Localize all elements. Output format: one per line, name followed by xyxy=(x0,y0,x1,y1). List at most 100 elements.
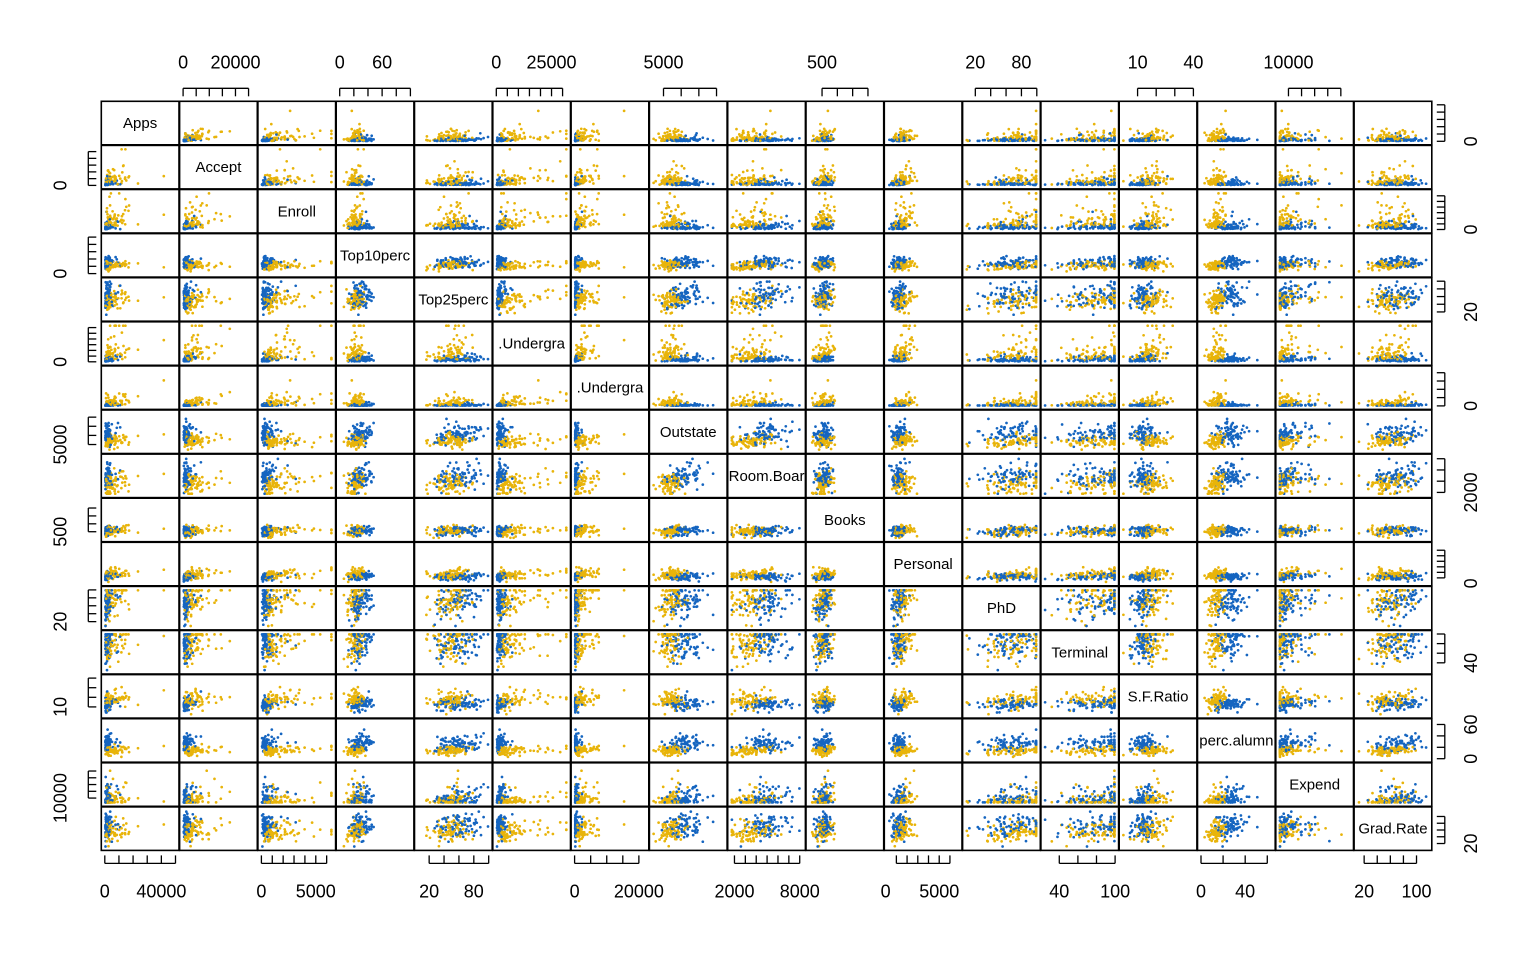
data-point xyxy=(1130,645,1134,649)
data-point xyxy=(814,787,817,791)
data-point xyxy=(558,695,562,699)
data-point xyxy=(814,425,817,428)
data-point xyxy=(228,481,232,485)
data-point xyxy=(475,355,479,359)
data-point xyxy=(1155,159,1159,163)
data-point xyxy=(1132,219,1136,222)
data-point xyxy=(464,838,467,841)
data-point xyxy=(368,425,371,428)
data-point xyxy=(777,282,781,286)
data-point xyxy=(558,159,562,163)
data-point xyxy=(118,306,122,310)
data-point xyxy=(558,570,562,573)
data-point xyxy=(1154,469,1158,473)
data-point xyxy=(1304,606,1307,610)
data-point xyxy=(779,748,783,752)
data-point xyxy=(1130,297,1134,301)
data-point xyxy=(674,612,678,616)
data-point xyxy=(190,662,194,666)
data-point xyxy=(1238,700,1242,703)
data-point xyxy=(1366,267,1370,270)
data-point xyxy=(364,754,367,758)
data-point xyxy=(1208,662,1212,666)
data-point xyxy=(468,436,472,440)
data-point xyxy=(500,662,503,666)
data-point xyxy=(1000,298,1003,302)
data-point xyxy=(475,479,479,483)
data-point xyxy=(1229,707,1233,710)
data-point xyxy=(1292,830,1295,834)
data-point xyxy=(1097,293,1101,297)
data-point xyxy=(1278,466,1282,470)
data-point xyxy=(777,743,781,746)
data-point xyxy=(817,816,821,819)
data-point xyxy=(1403,159,1407,163)
data-point xyxy=(578,206,582,210)
data-point xyxy=(558,129,562,133)
data-point xyxy=(228,297,232,301)
data-point xyxy=(821,164,825,168)
data-point xyxy=(1149,635,1152,639)
data-point xyxy=(779,816,783,819)
data-point xyxy=(1407,705,1410,709)
data-point xyxy=(1017,294,1020,298)
data-point xyxy=(470,591,474,595)
data-point xyxy=(1013,708,1017,711)
data-point xyxy=(443,426,446,430)
data-point xyxy=(731,295,735,299)
points-layer xyxy=(104,109,1428,848)
data-point xyxy=(1309,468,1313,471)
data-point xyxy=(277,707,280,711)
data-point xyxy=(1282,580,1286,584)
data-point xyxy=(283,356,287,359)
data-point xyxy=(1304,828,1307,831)
data-point xyxy=(1025,469,1028,473)
data-point xyxy=(1154,164,1158,168)
data-point xyxy=(762,288,766,292)
data-point xyxy=(121,433,125,437)
data-point xyxy=(1027,292,1031,295)
data-point xyxy=(275,475,279,478)
data-point xyxy=(1025,737,1028,741)
data-point xyxy=(1304,425,1307,428)
data-point xyxy=(1084,535,1087,538)
data-point xyxy=(558,750,562,754)
data-point xyxy=(364,492,367,496)
data-point xyxy=(1028,827,1032,831)
data-point xyxy=(558,790,562,794)
data-point xyxy=(451,534,455,538)
data-point xyxy=(1388,708,1392,711)
data-point xyxy=(460,216,464,220)
data-point xyxy=(756,816,759,820)
data-point xyxy=(346,580,350,584)
data-point xyxy=(976,701,980,704)
data-point xyxy=(558,215,562,218)
data-point xyxy=(105,206,109,210)
data-point xyxy=(1238,469,1242,473)
data-point xyxy=(996,641,1000,644)
data-point xyxy=(1229,484,1233,488)
data-point xyxy=(285,159,289,163)
data-point xyxy=(907,159,911,163)
data-point xyxy=(905,754,908,758)
data-point xyxy=(595,164,599,168)
data-point xyxy=(1137,612,1141,616)
data-point xyxy=(228,265,232,269)
data-point xyxy=(976,292,980,295)
data-point xyxy=(680,130,684,134)
data-point xyxy=(436,735,439,739)
data-point xyxy=(811,692,815,696)
data-point xyxy=(1132,179,1136,183)
data-point xyxy=(1403,790,1407,794)
data-point xyxy=(1216,466,1220,470)
data-point xyxy=(447,324,450,328)
data-point xyxy=(1403,327,1407,331)
data-point xyxy=(1238,221,1242,225)
data-point xyxy=(654,359,658,362)
data-point xyxy=(993,648,997,652)
data-point xyxy=(996,742,1000,745)
data-point xyxy=(892,469,896,473)
data-point xyxy=(976,267,980,271)
data-point xyxy=(497,447,501,450)
